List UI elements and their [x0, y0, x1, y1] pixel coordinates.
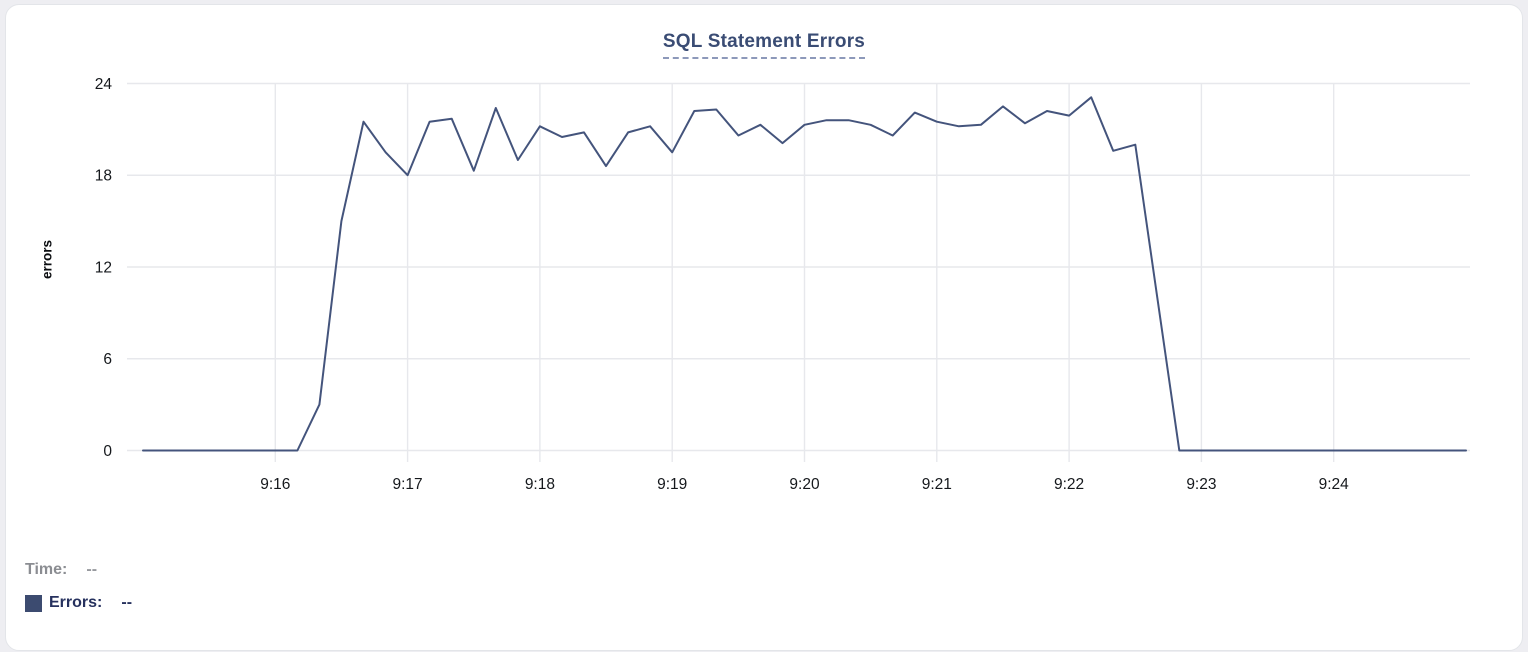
chart-header: SQL Statement Errors: [0, 31, 1528, 59]
x-tick-label: 9:19: [657, 476, 687, 493]
x-tick-label: 9:20: [789, 476, 820, 493]
y-tick-label: 18: [95, 168, 112, 185]
x-tick-label: 9:21: [922, 476, 952, 493]
chart-card: [5, 4, 1523, 651]
y-tick-label: 24: [95, 76, 113, 93]
y-tick-label: 6: [103, 351, 112, 368]
x-tick-label: 9:17: [393, 476, 423, 493]
tooltip-time-row: Time: --: [25, 561, 97, 579]
errors-series-line: [142, 96, 1467, 452]
x-tick-label: 9:16: [260, 476, 290, 493]
tooltip-errors-value: --: [121, 594, 133, 611]
x-tick-label: 9:18: [525, 476, 555, 493]
y-tick-label: 12: [95, 259, 112, 276]
x-tick-label: 9:23: [1186, 476, 1216, 493]
tooltip-errors-label: Errors:: [49, 594, 103, 611]
tooltip-time-value: --: [86, 561, 98, 578]
errors-series-swatch: [25, 594, 42, 612]
tooltip-errors-row: Errors: --: [25, 594, 132, 612]
chart-title[interactable]: SQL Statement Errors: [662, 31, 866, 59]
x-tick-label: 9:22: [1054, 476, 1084, 493]
x-tick-label: 9:24: [1319, 476, 1350, 493]
y-tick-label: 0: [103, 443, 112, 460]
tooltip-time-label: Time:: [25, 561, 68, 578]
y-axis-label: errors: [39, 239, 55, 280]
